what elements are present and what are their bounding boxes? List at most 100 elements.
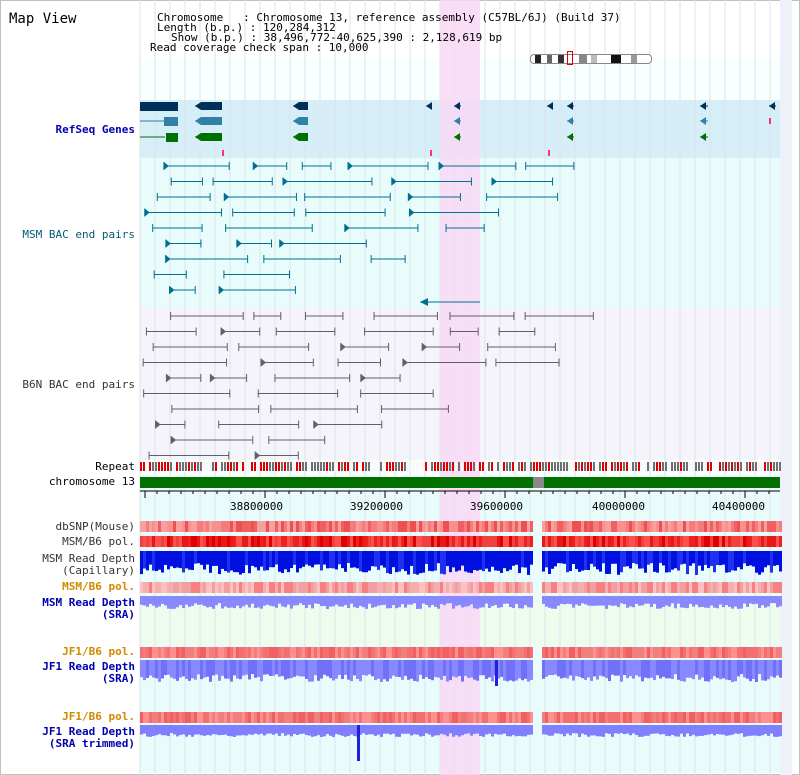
heat-cell: [281, 647, 284, 658]
depth-bar: [656, 551, 659, 573]
repeat-element: [308, 462, 310, 471]
depth-bar: [146, 725, 149, 737]
heat-cell: [413, 712, 416, 723]
heat-cell: [185, 521, 188, 532]
depth-bar: [338, 596, 341, 607]
depth-bar: [620, 725, 623, 734]
heat-cell: [254, 582, 257, 593]
depth-bar: [251, 660, 254, 675]
depth-bar: [665, 551, 668, 573]
bac-arrow: [340, 343, 346, 351]
heat-cell: [494, 647, 497, 658]
depth-bar: [320, 551, 323, 571]
heat-cell: [617, 536, 620, 547]
heat-cell: [380, 712, 383, 723]
track-label-refseq[interactable]: RefSeq Genes: [55, 123, 135, 136]
heat-cell: [647, 521, 650, 532]
heat-cell: [596, 521, 599, 532]
heat-cell: [356, 536, 359, 547]
repeat-element: [731, 462, 733, 471]
heat-cell: [503, 536, 506, 547]
heat-cell: [578, 712, 581, 723]
heat-cell: [749, 521, 752, 532]
depth-bar: [692, 551, 695, 564]
heat-cell: [692, 521, 695, 532]
depth-bar: [443, 596, 446, 606]
heat-cell: [764, 536, 767, 547]
bac-arrow: [163, 162, 169, 170]
depth-bar: [626, 660, 629, 679]
repeat-element: [176, 462, 178, 471]
depth-bar: [410, 725, 413, 736]
depth-bar: [545, 551, 548, 568]
heat-cell: [491, 647, 494, 658]
heat-cell: [176, 521, 179, 532]
depth-bar: [638, 725, 641, 737]
repeat-element: [158, 462, 160, 471]
heat-cell: [413, 536, 416, 547]
depth-bar: [659, 725, 662, 735]
track-label-msm-bac[interactable]: MSM BAC end pairs: [22, 228, 135, 241]
heat-cell: [161, 521, 164, 532]
heat-cell: [671, 521, 674, 532]
heat-cell: [671, 582, 674, 593]
heat-cell: [590, 521, 593, 532]
heat-cell: [320, 536, 323, 547]
repeat-element: [647, 462, 649, 471]
heat-cell: [728, 582, 731, 593]
repeat-element: [614, 462, 616, 471]
repeat-element: [458, 462, 460, 471]
chromosome-ideogram[interactable]: [530, 54, 652, 64]
depth-bar: [497, 660, 500, 679]
heat-cell: [194, 647, 197, 658]
depth-bar: [704, 660, 707, 682]
heat-cell: [188, 712, 191, 723]
gene-arrow: [567, 133, 573, 141]
depth-bar: [680, 596, 683, 608]
depth-bar: [548, 551, 551, 574]
heat-cell: [707, 521, 710, 532]
repeat-element: [671, 462, 673, 471]
heat-cell: [155, 521, 158, 532]
depth-bar: [278, 551, 281, 572]
heat-cell: [356, 521, 359, 532]
depth-bar: [461, 725, 464, 736]
heat-cell: [317, 647, 320, 658]
depth-bar: [311, 725, 314, 737]
track-label-b6n-bac[interactable]: B6N BAC end pairs: [22, 378, 135, 391]
heat-cell: [668, 536, 671, 547]
depth-bar: [449, 596, 452, 604]
depth-bar: [737, 551, 740, 568]
heat-cell: [650, 712, 653, 723]
depth-bar: [725, 551, 728, 573]
depth-bar: [449, 660, 452, 681]
heat-cell: [212, 582, 215, 593]
heat-cell: [506, 712, 509, 723]
depth-bar: [752, 551, 755, 567]
heat-cell: [605, 536, 608, 547]
heat-cell: [260, 536, 263, 547]
heat-cell: [461, 647, 464, 658]
heat-cell: [467, 536, 470, 547]
depth-bar: [776, 660, 779, 676]
heat-cell: [527, 647, 530, 658]
depth-bar: [758, 725, 761, 737]
gene-arrow: [547, 102, 553, 110]
depth-bar: [671, 660, 674, 679]
repeat-element: [704, 462, 706, 471]
depth-bar: [617, 596, 620, 608]
depth-bar: [359, 551, 362, 572]
heat-cell: [521, 647, 524, 658]
heat-cell: [584, 647, 587, 658]
heat-cell: [182, 536, 185, 547]
depth-bar: [719, 551, 722, 566]
heat-cell: [581, 647, 584, 658]
depth-bar: [347, 725, 350, 737]
depth-bar: [623, 725, 626, 735]
heat-cell: [341, 582, 344, 593]
depth-bar: [212, 596, 215, 609]
depth-bar: [692, 660, 695, 680]
depth-bar: [671, 596, 674, 604]
heat-cell: [560, 712, 563, 723]
depth-bar: [287, 725, 290, 735]
